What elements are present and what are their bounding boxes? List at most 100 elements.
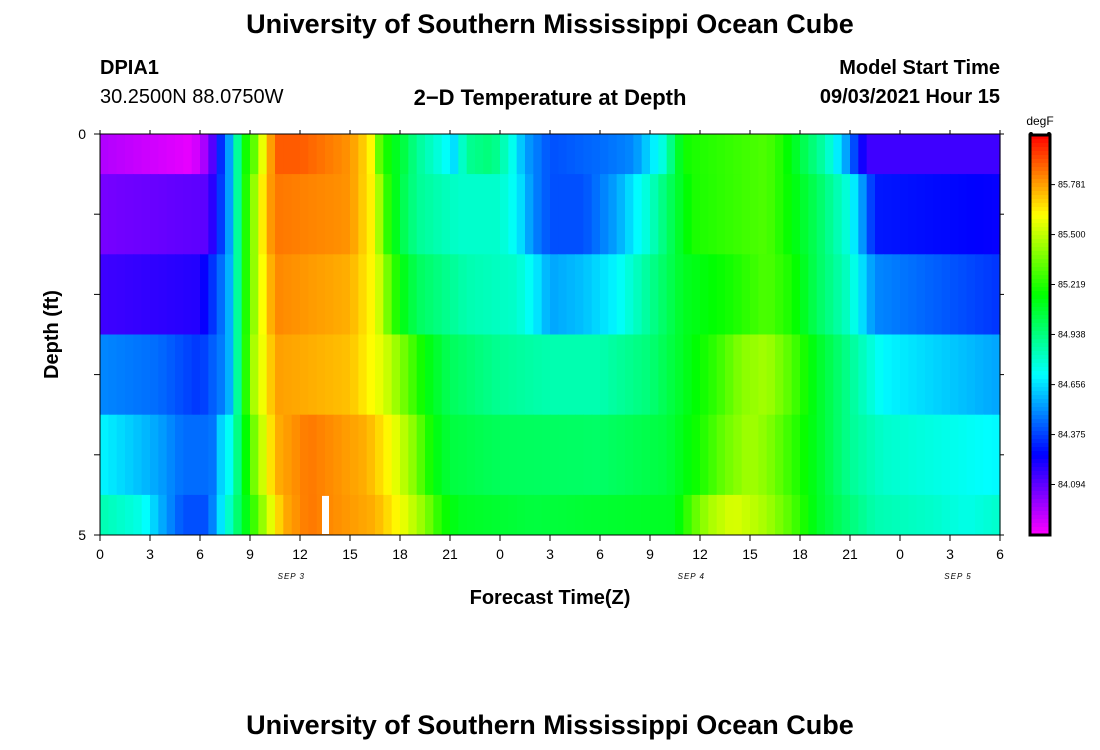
heatmap-cell	[216, 254, 226, 335]
heatmap-cell	[191, 134, 201, 175]
heatmap-cell	[533, 494, 543, 536]
heatmap-cell	[591, 174, 601, 255]
heatmap-cell	[758, 494, 768, 536]
colorbar-swatch	[1030, 291, 1050, 296]
x-tick-label: 18	[392, 546, 408, 562]
heatmap-cell	[500, 414, 509, 496]
heatmap-cell	[300, 174, 309, 255]
heatmap-cell	[383, 494, 393, 536]
colorbar-swatch	[1030, 171, 1050, 176]
heatmap-cell	[866, 134, 876, 175]
heatmap-cell	[591, 334, 601, 416]
colorbar: degF 85.781 85.500 85.219 84.938 84.656 84.375…	[1026, 114, 1086, 537]
heatmap-cell	[650, 134, 659, 175]
heatmap-cell	[533, 334, 543, 416]
heatmap-cell	[408, 414, 418, 496]
heatmap-cell	[550, 254, 559, 335]
heatmap-cell	[333, 254, 343, 335]
colorbar-swatch	[1030, 371, 1050, 376]
colorbar-swatch	[1030, 475, 1050, 480]
heatmap-cell	[633, 134, 643, 175]
heatmap-cell	[558, 414, 568, 496]
heatmap-cell	[841, 254, 851, 335]
heatmap-cell	[475, 174, 484, 255]
colorbar-swatch	[1030, 459, 1050, 464]
colorbar-swatch	[1030, 519, 1050, 524]
heatmap-cell	[300, 494, 309, 536]
heatmap-cell	[925, 334, 934, 416]
heatmap-cell	[891, 134, 901, 175]
heatmap-cell	[400, 334, 409, 416]
heatmap-cell	[900, 134, 909, 175]
heatmap-cell	[550, 334, 559, 416]
heatmap-cell	[275, 414, 284, 496]
heatmap-cell	[283, 334, 293, 416]
heatmap-cell	[666, 494, 676, 536]
heatmap-cell	[475, 494, 484, 536]
heatmap-cell	[225, 414, 234, 496]
heatmap-cell	[375, 174, 384, 255]
heatmap-cell	[108, 134, 118, 175]
heatmap-cell	[966, 254, 976, 335]
heatmap-cell	[758, 174, 768, 255]
heatmap-cell	[550, 134, 559, 175]
heatmap-cell	[241, 134, 251, 175]
heatmap-cell	[741, 494, 751, 536]
heatmap-cell	[541, 494, 551, 536]
heatmap-cell	[408, 254, 418, 335]
heatmap-cell	[683, 334, 693, 416]
heatmap-cell	[525, 494, 534, 536]
heatmap-cell	[458, 174, 468, 255]
heatmap-cell	[675, 254, 684, 335]
heatmap-cell	[608, 174, 618, 255]
heatmap-cell	[400, 414, 409, 496]
heatmap-cell	[916, 414, 926, 496]
heatmap-cell	[833, 174, 843, 255]
heatmap-cell	[566, 174, 576, 255]
current-time-marker	[322, 495, 329, 534]
heatmap-cell	[250, 174, 259, 255]
colorbar-swatch	[1030, 299, 1050, 304]
heatmap-cell	[508, 414, 518, 496]
heatmap-cell	[366, 494, 376, 536]
heatmap-cell	[616, 414, 626, 496]
heatmap-cell	[408, 494, 418, 536]
heatmap-cell	[550, 494, 559, 536]
heatmap-cell	[308, 174, 318, 255]
heatmap-cell	[100, 254, 109, 335]
heatmap-cell	[508, 134, 518, 175]
heatmap-cell	[708, 414, 718, 496]
colorbar-swatch	[1030, 447, 1050, 452]
heatmap-cell	[675, 414, 684, 496]
heatmap-cell	[591, 134, 601, 175]
heatmap-cell	[208, 134, 218, 175]
heatmap-cell	[766, 174, 776, 255]
heatmap-cell	[841, 174, 851, 255]
heatmap-cell	[350, 414, 359, 496]
heatmap-cell	[900, 174, 909, 255]
heatmap-cell	[275, 494, 284, 536]
heatmap-cell	[658, 174, 668, 255]
colorbar-swatch	[1030, 295, 1050, 300]
colorbar-swatch	[1030, 471, 1050, 476]
heatmap-cell	[466, 494, 476, 536]
heatmap-cell	[108, 334, 118, 416]
heatmap-cell	[491, 174, 501, 255]
heatmap-cell	[883, 334, 893, 416]
heatmap-cell	[625, 254, 634, 335]
heatmap-cell	[316, 494, 326, 536]
heatmap-cell	[833, 414, 843, 496]
heatmap-cell	[466, 134, 476, 175]
colorbar-swatch	[1030, 267, 1050, 272]
heatmap-cell	[641, 254, 651, 335]
heatmap-cell	[908, 414, 918, 496]
heatmap-cell	[700, 254, 709, 335]
heatmap-cell	[183, 254, 193, 335]
x-tick-label: 9	[246, 546, 254, 562]
heatmap-cell	[775, 334, 784, 416]
heatmap-cell	[116, 414, 126, 496]
heatmap-cell	[116, 494, 126, 536]
heatmap-cell	[633, 334, 643, 416]
colorbar-swatch	[1030, 511, 1050, 516]
heatmap-cell	[450, 414, 459, 496]
